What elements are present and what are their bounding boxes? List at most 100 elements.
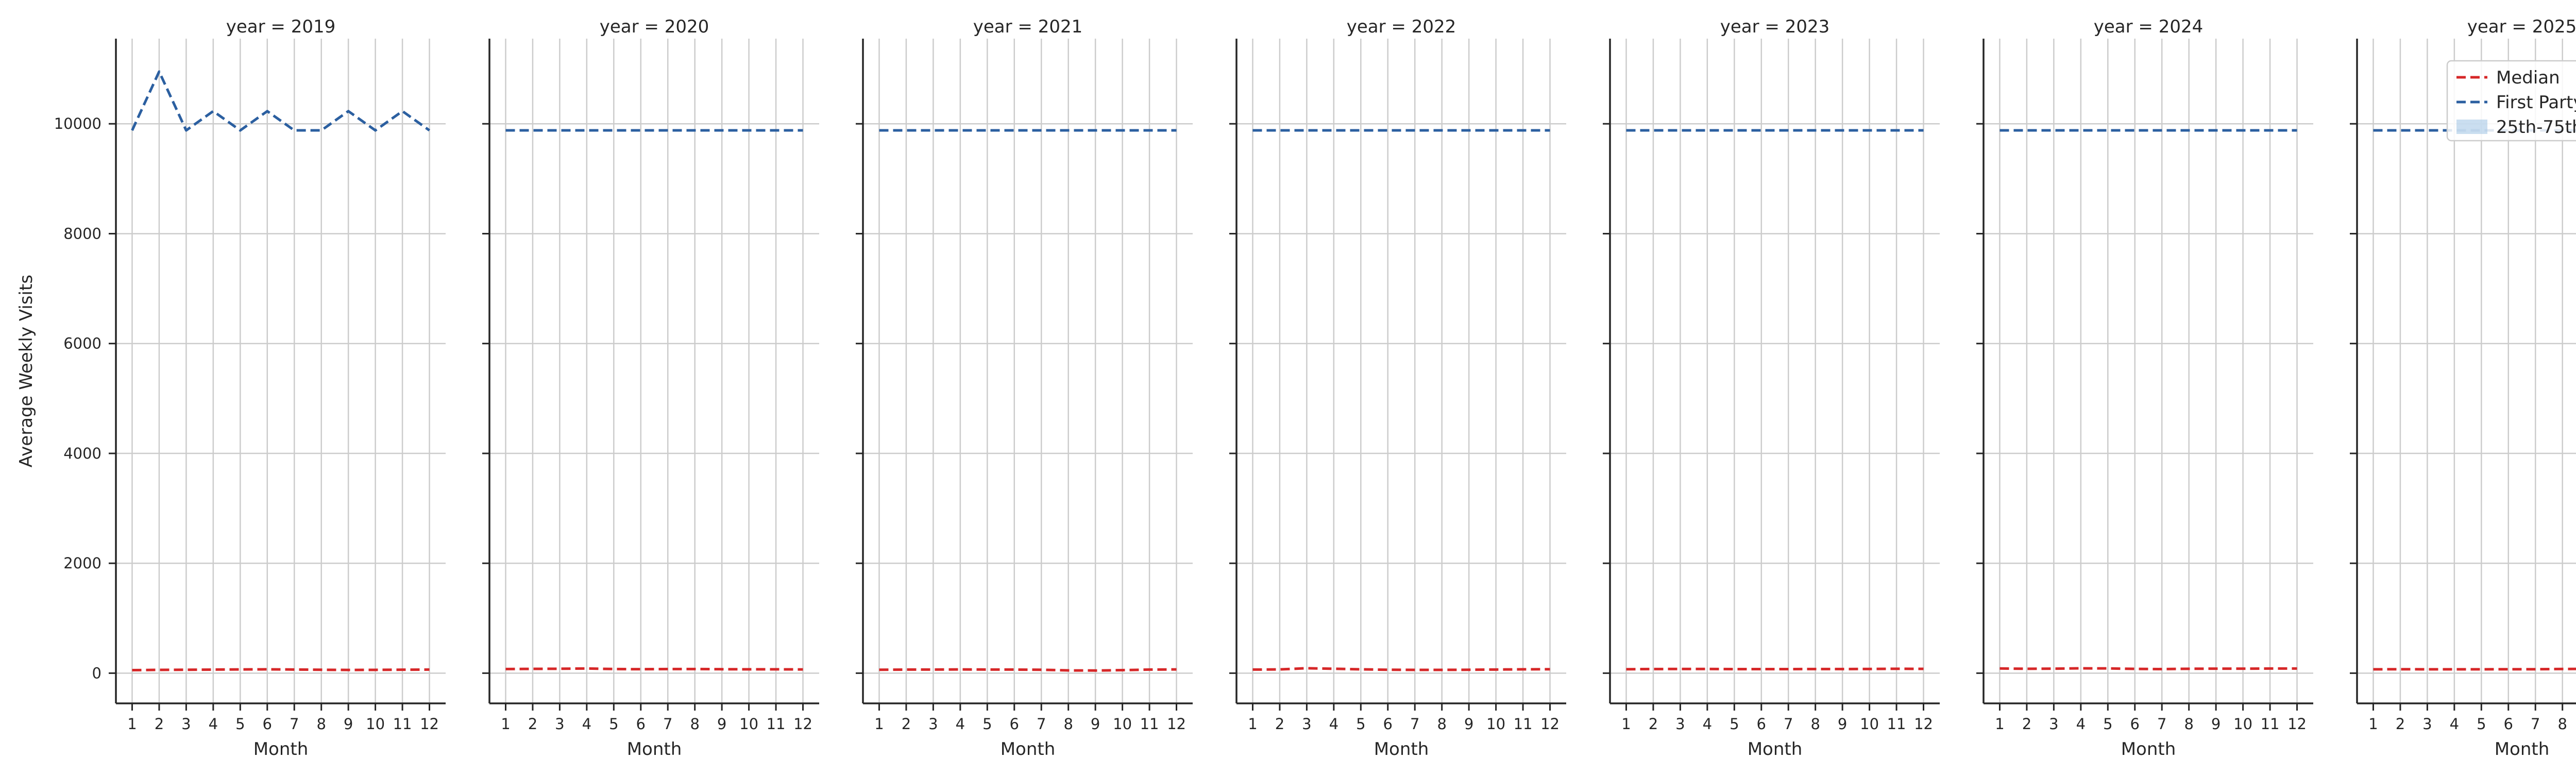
- panel-title: year = 2025: [2467, 16, 2576, 37]
- x-tick-label: 6: [1010, 715, 1019, 733]
- x-tick-label: 7: [663, 715, 672, 733]
- panel-1: 1 2 3 4 5 6 7 8 9 10 11 120200040006000800010000yea…: [54, 16, 446, 760]
- x-tick-label: 4: [1703, 715, 1712, 733]
- x-tick-label: 8: [1810, 715, 1820, 733]
- x-tick-label: 6: [1383, 715, 1393, 733]
- x-tick-label: 2: [2396, 715, 2405, 733]
- x-tick-label: 1: [1621, 715, 1631, 733]
- x-tick-label: 11: [1140, 715, 1159, 733]
- x-tick-label: 1: [1995, 715, 2004, 733]
- x-tick-label: 2: [902, 715, 911, 733]
- x-tick-label: 4: [2450, 715, 2459, 733]
- x-tick-label: 11: [1887, 715, 1906, 733]
- x-tick-label: 8: [1063, 715, 1073, 733]
- x-tick-label: 12: [420, 715, 439, 733]
- x-tick-label: 4: [2076, 715, 2086, 733]
- x-axis-label: Month: [1001, 739, 1056, 760]
- panel-title: year = 2022: [1347, 16, 1456, 37]
- legend-label: First Party Median: [2496, 92, 2576, 113]
- y-tick-label: 10000: [54, 115, 101, 132]
- legend-swatch: [2456, 120, 2487, 134]
- x-tick-label: 1: [874, 715, 884, 733]
- panel-title: year = 2023: [1720, 16, 1829, 37]
- x-tick-label: 12: [793, 715, 812, 733]
- x-tick-label: 5: [2103, 715, 2112, 733]
- x-tick-label: 3: [928, 715, 938, 733]
- x-axis-label: Month: [1374, 739, 1429, 760]
- x-tick-label: 7: [290, 715, 299, 733]
- x-tick-label: 8: [2557, 715, 2567, 733]
- y-axis-label: Average Weekly Visits: [16, 275, 37, 467]
- x-tick-label: 3: [2049, 715, 2058, 733]
- y-tick-label: 2000: [63, 554, 101, 572]
- panel-title: year = 2024: [2094, 16, 2203, 37]
- x-tick-label: 1: [2368, 715, 2378, 733]
- x-tick-label: 12: [1167, 715, 1186, 733]
- y-tick-label: 0: [92, 664, 101, 682]
- x-tick-label: 3: [2422, 715, 2432, 733]
- x-tick-label: 5: [1356, 715, 1365, 733]
- x-tick-label: 1: [127, 715, 137, 733]
- x-tick-label: 4: [582, 715, 591, 733]
- x-axis-label: Month: [2495, 739, 2550, 760]
- x-tick-label: 12: [1914, 715, 1933, 733]
- x-tick-label: 9: [1464, 715, 1473, 733]
- x-tick-label: 7: [1784, 715, 1793, 733]
- y-tick-label: 4000: [63, 445, 101, 462]
- x-axis-label: Month: [1748, 739, 1803, 760]
- x-tick-label: 5: [2477, 715, 2486, 733]
- x-tick-label: 5: [609, 715, 618, 733]
- x-tick-label: 4: [1329, 715, 1338, 733]
- median-line: [879, 668, 1177, 672]
- x-tick-label: 8: [1437, 715, 1446, 733]
- x-tick-label: 11: [2261, 715, 2280, 733]
- x-tick-label: 10: [1860, 715, 1879, 733]
- x-tick-label: 7: [1410, 715, 1419, 733]
- legend: Median First Party Median 25th-75th Percen…: [2446, 60, 2576, 142]
- panel-title: year = 2020: [600, 16, 709, 37]
- x-tick-label: 9: [717, 715, 726, 733]
- x-tick-label: 10: [366, 715, 385, 733]
- median-line: [132, 668, 430, 671]
- first-party-median-line: [131, 70, 430, 132]
- x-tick-label: 5: [982, 715, 992, 733]
- x-tick-label: 10: [1113, 715, 1132, 733]
- panel-title: year = 2019: [226, 16, 335, 37]
- panel-title: year = 2021: [973, 16, 1082, 37]
- x-tick-label: 3: [181, 715, 191, 733]
- x-axis-label: Month: [627, 739, 682, 760]
- x-tick-label: 2: [155, 715, 164, 733]
- x-tick-label: 12: [1540, 715, 1560, 733]
- x-tick-label: 6: [1757, 715, 1766, 733]
- x-tick-label: 11: [1514, 715, 1533, 733]
- x-tick-label: 5: [235, 715, 245, 733]
- x-tick-label: 10: [739, 715, 758, 733]
- x-tick-label: 3: [1302, 715, 1311, 733]
- y-tick-label: 8000: [63, 225, 101, 242]
- x-tick-label: 9: [1838, 715, 1847, 733]
- x-tick-label: 5: [1730, 715, 1739, 733]
- x-tick-label: 2: [528, 715, 537, 733]
- x-tick-label: 9: [2211, 715, 2221, 733]
- x-tick-label: 1: [501, 715, 510, 733]
- x-tick-label: 7: [2157, 715, 2166, 733]
- x-tick-label: 10: [2233, 715, 2252, 733]
- x-tick-label: 3: [1675, 715, 1685, 733]
- x-tick-label: 6: [263, 715, 272, 733]
- x-tick-label: 8: [690, 715, 699, 733]
- x-tick-label: 1: [1248, 715, 1257, 733]
- x-tick-label: 6: [2504, 715, 2513, 733]
- x-tick-label: 2: [1649, 715, 1658, 733]
- x-tick-label: 6: [636, 715, 646, 733]
- x-tick-label: 2: [1275, 715, 1284, 733]
- x-tick-label: 9: [1091, 715, 1100, 733]
- x-tick-label: 6: [2130, 715, 2140, 733]
- legend-label: 25th-75th Percentile: [2496, 117, 2576, 138]
- legend-label: Median: [2496, 68, 2560, 88]
